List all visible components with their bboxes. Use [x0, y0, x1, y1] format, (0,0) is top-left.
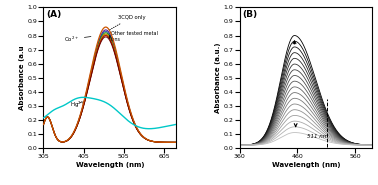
- Text: Hg$^{2+}$: Hg$^{2+}$: [70, 99, 85, 110]
- Text: 3CQD only: 3CQD only: [109, 15, 146, 30]
- X-axis label: Wavelength (nm): Wavelength (nm): [76, 162, 144, 168]
- Text: Co$^{2+}$: Co$^{2+}$: [64, 34, 91, 44]
- Text: 511 nm: 511 nm: [307, 134, 328, 139]
- Text: (A): (A): [46, 10, 61, 19]
- X-axis label: Wavelength (nm): Wavelength (nm): [272, 162, 340, 168]
- Y-axis label: Absorbance (a.u.): Absorbance (a.u.): [215, 42, 221, 113]
- Text: Other tested metal
ions: Other tested metal ions: [111, 31, 158, 42]
- Text: (B): (B): [242, 10, 257, 19]
- Y-axis label: Absorbance (a.u: Absorbance (a.u: [19, 45, 25, 110]
